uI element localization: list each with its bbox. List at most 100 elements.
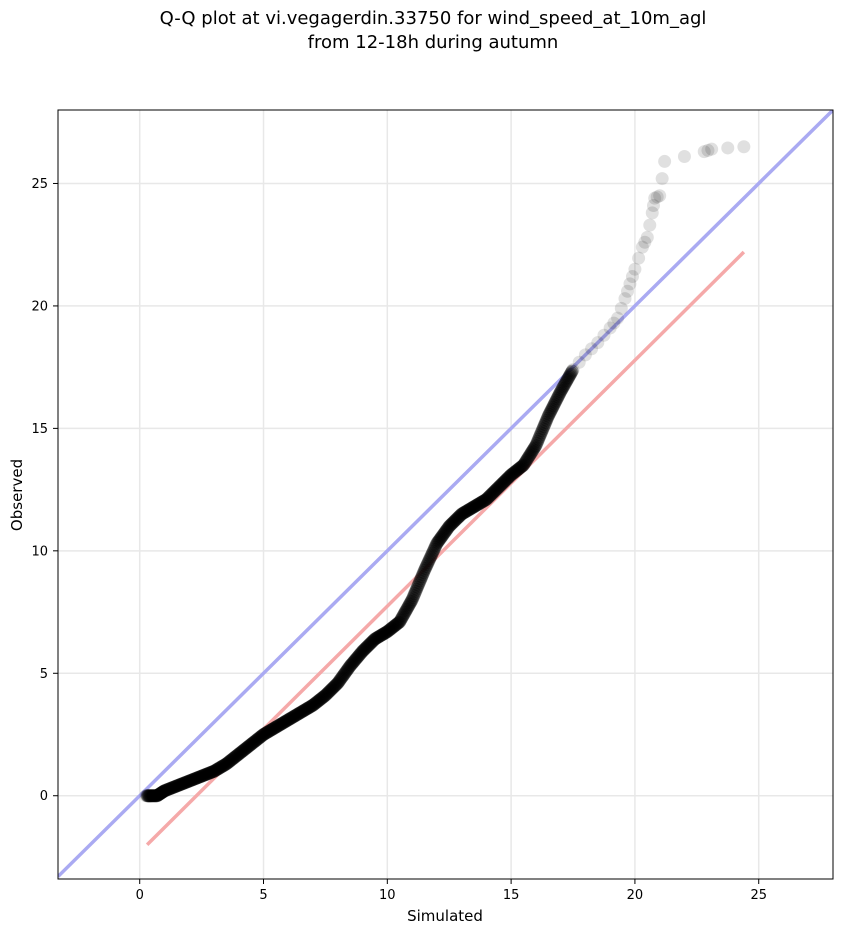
quantile-point [265, 722, 279, 736]
quantile-point [501, 471, 515, 485]
quantile-point [509, 464, 523, 478]
chart-title-line2: from 12-18h during autumn [308, 32, 559, 53]
quantile-point [177, 776, 191, 790]
quantile-point [147, 789, 161, 803]
quantile-point [292, 707, 306, 721]
quantile-point [159, 783, 173, 797]
quantile-point [493, 479, 507, 493]
quantile-point [198, 768, 212, 782]
quantile-point [241, 739, 255, 753]
quantile-point [423, 552, 437, 566]
quantile-point [550, 392, 564, 406]
quantile-point [564, 366, 578, 380]
quantile-point [539, 413, 553, 427]
quantile-point [348, 653, 362, 667]
quantile-point [250, 732, 264, 746]
quantile-point [168, 780, 182, 794]
quantile-point [149, 789, 163, 803]
quantile-point [202, 766, 216, 780]
quantile-point [521, 451, 535, 465]
quantile-point [224, 753, 238, 767]
quantile-point [388, 618, 402, 632]
quantile-point [225, 753, 239, 767]
quantile-point [192, 770, 206, 784]
quantile-point [513, 461, 527, 475]
quantile-point [597, 328, 611, 342]
quantile-point [223, 754, 237, 768]
quantile-point [498, 474, 512, 488]
quantile-point [737, 140, 751, 154]
quantile-point [495, 477, 509, 491]
quantile-point [371, 630, 385, 644]
quantile-point [141, 789, 155, 803]
quantile-point [373, 629, 387, 643]
quantile-point [173, 778, 187, 792]
quantile-point [242, 739, 256, 753]
quantile-point [160, 783, 174, 797]
quantile-point [456, 506, 470, 520]
quantile-point [432, 533, 446, 547]
quantile-point [551, 390, 565, 404]
quantile-point [431, 535, 445, 549]
quantile-point [461, 503, 475, 517]
quantile-point [381, 624, 395, 638]
quantile-point [259, 726, 273, 740]
quantile-point [339, 665, 353, 679]
quantile-point [412, 576, 426, 590]
quantile-point [449, 512, 463, 526]
y-tick-label: 25 [31, 177, 48, 192]
quantile-point [440, 523, 454, 537]
quantile-point [527, 441, 541, 455]
quantile-point [387, 619, 401, 633]
quantile-point [276, 716, 290, 730]
quantile-point [481, 491, 495, 505]
quantile-point [255, 729, 269, 743]
quantile-point [249, 733, 263, 747]
quantile-point [315, 691, 329, 705]
quantile-point [325, 682, 339, 696]
quantile-point [144, 789, 158, 803]
quantile-point [267, 721, 281, 735]
quantile-point [172, 778, 186, 792]
quantile-point [390, 617, 404, 631]
quantile-point [148, 789, 162, 803]
quantile-point [632, 251, 646, 265]
quantile-point [501, 471, 515, 485]
quantile-point [300, 702, 314, 716]
quantile-point [721, 141, 735, 155]
quantile-point [387, 620, 401, 634]
quantile-point [505, 467, 519, 481]
quantile-point [211, 762, 225, 776]
quantile-point [465, 501, 479, 515]
quantile-point [341, 663, 355, 677]
quantile-point [655, 172, 669, 186]
quantile-point [305, 699, 319, 713]
quantile-point [532, 432, 546, 446]
quantile-point [170, 779, 184, 793]
quantile-point [511, 462, 525, 476]
quantile-point [462, 503, 476, 517]
quantile-point [188, 772, 202, 786]
quantile-point [341, 661, 355, 675]
quantile-point [543, 406, 557, 420]
x-axis-ticks: 0 5 10 15 20 25 [136, 879, 767, 903]
quantile-point [152, 788, 166, 802]
quantile-point [254, 730, 268, 744]
quantile-point [565, 364, 579, 378]
quantile-point [618, 292, 632, 306]
quantile-point [476, 494, 490, 508]
quantile-point [303, 700, 317, 714]
quantile-point [370, 631, 384, 645]
quantile-point [317, 690, 331, 704]
quantile-point [335, 670, 349, 684]
quantile-point [244, 737, 258, 751]
quantile-point [383, 623, 397, 637]
quantile-point [154, 786, 168, 800]
quantile-point [494, 478, 508, 492]
quantile-point [280, 714, 294, 728]
quantile-point [515, 460, 529, 474]
quantile-point [304, 699, 318, 713]
quantile-point [351, 649, 365, 663]
quantile-point [253, 730, 267, 744]
quantile-point [362, 638, 376, 652]
